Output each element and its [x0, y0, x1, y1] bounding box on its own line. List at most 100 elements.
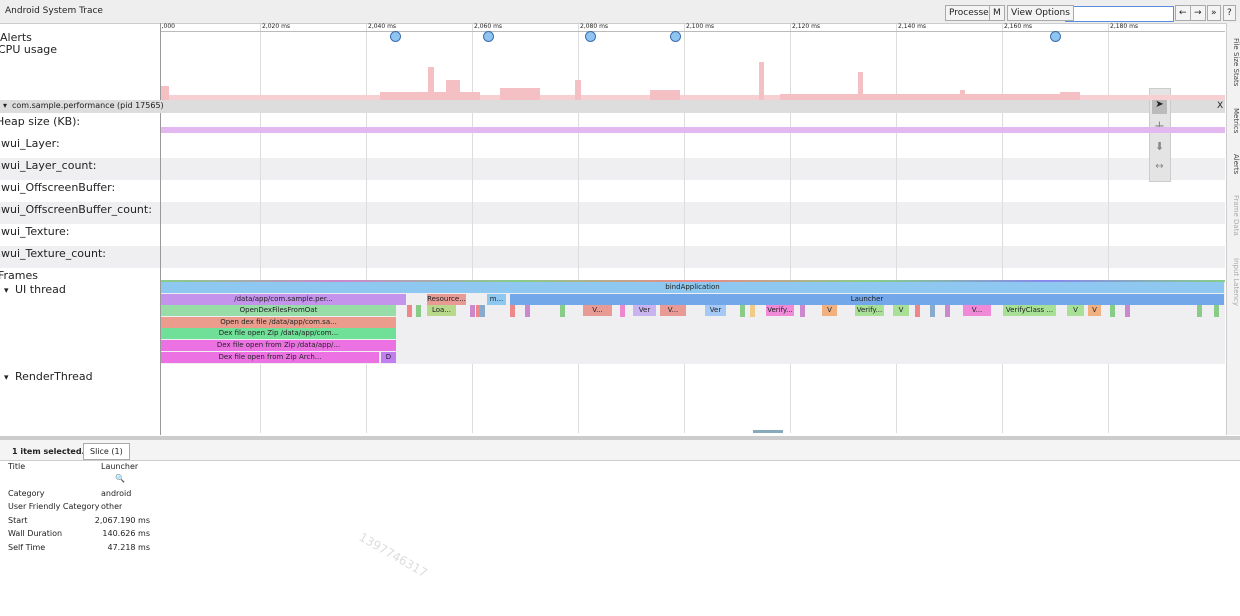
- slice[interactable]: Ver: [633, 305, 656, 317]
- slice[interactable]: [1110, 305, 1115, 317]
- slice[interactable]: [930, 305, 935, 317]
- slice[interactable]: [480, 305, 485, 317]
- slice[interactable]: [740, 305, 745, 317]
- slice[interactable]: V: [1088, 305, 1101, 317]
- slice[interactable]: [560, 305, 565, 317]
- detail-key: Wall Duration: [8, 529, 63, 538]
- slice[interactable]: VerifyClass ...: [1003, 305, 1056, 317]
- slice[interactable]: [416, 305, 421, 317]
- slice[interactable]: Ver: [705, 305, 726, 317]
- track-label: Frames: [0, 269, 39, 282]
- track-label: UI thread: [15, 283, 66, 296]
- select-tool[interactable]: ➤: [1152, 99, 1167, 114]
- side-tab[interactable]: Input Latency: [1232, 258, 1240, 307]
- track-label: Heap size (KB):: [0, 115, 81, 128]
- toolbar-button[interactable]: View Options: [1007, 5, 1074, 21]
- slice[interactable]: [1125, 305, 1130, 317]
- slice[interactable]: [750, 305, 755, 317]
- slice[interactable]: [1197, 305, 1202, 317]
- process-close[interactable]: X: [1217, 101, 1224, 111]
- slice[interactable]: OpenDexFilesFromOat: [161, 305, 396, 317]
- slice[interactable]: Verify...: [766, 305, 794, 317]
- find-icon[interactable]: 🔍: [115, 474, 125, 483]
- slice[interactable]: [407, 305, 412, 317]
- process-name: com.sample.performance (pid 17565): [12, 101, 164, 110]
- slice[interactable]: [620, 305, 625, 317]
- alert-marker[interactable]: [483, 31, 494, 42]
- slice-tab[interactable]: Slice (1): [83, 443, 130, 460]
- slice[interactable]: V...: [660, 305, 686, 317]
- track-label: hwui_Texture_count:: [0, 247, 107, 260]
- ruler-tick-label: 2,160 ms: [1004, 23, 1033, 30]
- search-box[interactable]: [1065, 6, 1174, 22]
- cpu-bar: [780, 94, 1080, 100]
- slice[interactable]: V: [822, 305, 837, 317]
- toolbar-button[interactable]: M: [989, 5, 1005, 21]
- thread-toggle[interactable]: ▾: [4, 373, 9, 383]
- slice[interactable]: V: [893, 305, 909, 317]
- track-label: hwui_Texture:: [0, 225, 70, 238]
- slice[interactable]: [945, 305, 950, 317]
- track-label: hwui_OffscreenBuffer_count:: [0, 203, 152, 216]
- slice[interactable]: Open dex file /data/app/com.sa...: [161, 316, 396, 328]
- track-label: hwui_Layer_count:: [0, 159, 97, 172]
- cpu-bar: [428, 67, 434, 100]
- slice[interactable]: Dex file open from Zip Arch...: [161, 351, 379, 363]
- slice[interactable]: /data/app/com.sample.per...: [161, 293, 406, 305]
- cpu-bar: [759, 62, 764, 100]
- slice[interactable]: V: [1067, 305, 1084, 317]
- slice[interactable]: Loa...: [427, 305, 456, 317]
- alert-marker[interactable]: [670, 31, 681, 42]
- slice[interactable]: D: [381, 351, 396, 363]
- grid-line: [896, 23, 897, 433]
- slice[interactable]: [476, 305, 481, 317]
- slice[interactable]: V...: [963, 305, 991, 317]
- toolbar-button[interactable]: →: [1190, 5, 1206, 21]
- slice[interactable]: [915, 305, 920, 317]
- timing-tool[interactable]: ↔: [1155, 161, 1164, 172]
- side-panel: [1226, 23, 1240, 435]
- panel-splitter: [0, 436, 1240, 440]
- grid-line: [790, 23, 791, 433]
- ruler-tick-label: 2,040 ms: [368, 23, 397, 30]
- slice[interactable]: [800, 305, 805, 317]
- slice[interactable]: [525, 305, 530, 317]
- grid-line: [1002, 23, 1003, 433]
- pan-tool[interactable]: +: [1152, 119, 1167, 134]
- slice[interactable]: m...: [487, 293, 506, 305]
- toolbar-button[interactable]: ?: [1223, 5, 1236, 21]
- track-label: hwui_OffscreenBuffer:: [0, 181, 116, 194]
- process-toggle[interactable]: ▾: [3, 101, 8, 110]
- track-label: RenderThread: [15, 370, 93, 383]
- thread-toggle[interactable]: ▾: [4, 286, 9, 296]
- side-tab[interactable]: Metrics: [1232, 108, 1240, 134]
- detail-value: 2,067.190 ms: [94, 516, 150, 525]
- slice[interactable]: V...: [583, 305, 612, 317]
- side-tab[interactable]: Alerts: [1232, 154, 1240, 175]
- slice[interactable]: Resource...: [427, 293, 466, 305]
- label-divider: [160, 23, 161, 435]
- side-tab[interactable]: Frame Data: [1232, 195, 1240, 236]
- slice[interactable]: bindApplication: [161, 282, 1224, 293]
- alert-marker[interactable]: [1050, 31, 1061, 42]
- toolbar-button[interactable]: ←: [1175, 5, 1191, 21]
- detail-key: Self Time: [8, 543, 46, 552]
- slice[interactable]: [1214, 305, 1219, 317]
- detail-key: Title: [8, 462, 26, 471]
- ruler-tick-label: 2,080 ms: [580, 23, 609, 30]
- alert-marker[interactable]: [390, 31, 401, 42]
- slice[interactable]: Launcher: [510, 293, 1224, 305]
- slice[interactable]: [470, 305, 475, 317]
- slice[interactable]: Verify...: [855, 305, 884, 317]
- toolbar-button[interactable]: »: [1207, 5, 1221, 21]
- cpu-bar: [960, 90, 965, 100]
- track-label: Alerts: [0, 31, 32, 44]
- slice[interactable]: Dex file open Zip /data/app/com...: [161, 328, 396, 340]
- alert-marker[interactable]: [585, 31, 596, 42]
- slice[interactable]: Dex file open from Zip /data/app/...: [161, 340, 396, 351]
- ruler-tick-label: 2,000 ms: [161, 23, 175, 30]
- side-tab[interactable]: File Size Stats: [1232, 38, 1240, 87]
- slice[interactable]: [510, 305, 515, 317]
- zoom-tool[interactable]: ⬇: [1154, 140, 1165, 153]
